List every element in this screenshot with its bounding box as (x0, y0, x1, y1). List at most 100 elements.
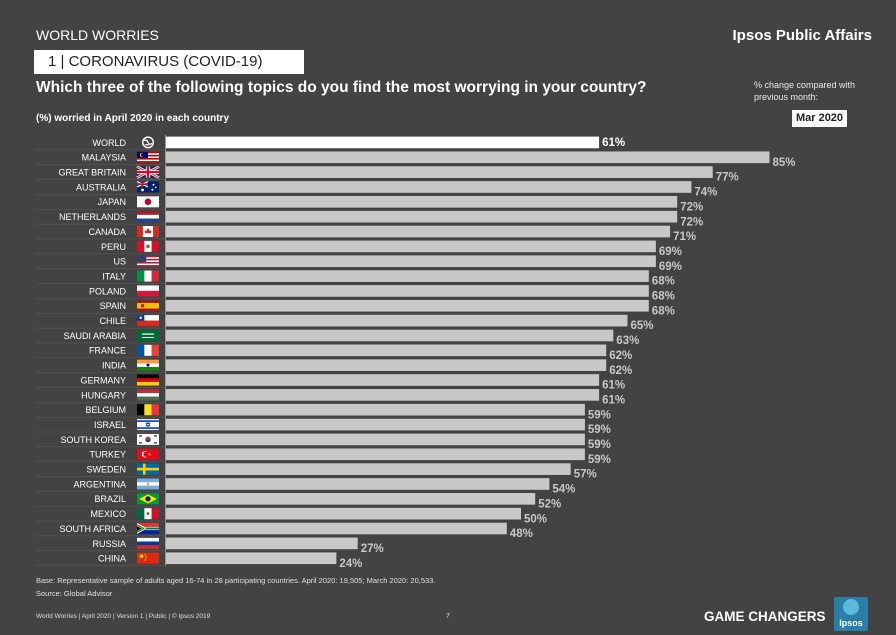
bar (166, 240, 656, 253)
data-label: 54% (552, 484, 575, 496)
bar (166, 478, 550, 490)
saudi-flag-icon (137, 329, 159, 341)
france-flag-icon (137, 344, 159, 356)
category-label: MEXICO (90, 509, 126, 519)
bar (166, 151, 770, 164)
page-number: 7 (446, 613, 450, 620)
category-label: US (113, 257, 126, 267)
australia-flag-icon (136, 180, 159, 193)
data-label: 71% (673, 231, 696, 243)
bar (166, 448, 585, 461)
bar (166, 225, 671, 238)
category-label: INDIA (102, 361, 126, 371)
sweden-flag-icon (137, 463, 159, 475)
category-label: PERU (101, 242, 126, 252)
peru-flag-icon (137, 240, 159, 252)
data-label: 68% (652, 291, 675, 303)
us-flag-icon (137, 255, 159, 267)
category-label: SWEDEN (86, 465, 126, 475)
category-label: CHILE (99, 316, 126, 326)
bar (166, 210, 678, 223)
israel-flag-icon (137, 419, 159, 431)
bar (166, 507, 521, 520)
category-label: SOUTH AFRICA (59, 524, 126, 534)
bar-row-france: FRANCE 62% (36, 344, 632, 362)
mexico-flag-icon (137, 508, 159, 520)
data-label: 68% (652, 276, 675, 288)
chart-subtitle: (%) worried in April 2020 in each countr… (36, 113, 230, 124)
bar-row-south-africa: SOUTH AFRICA 48% (36, 522, 533, 540)
bar-row-japan: JAPAN 72% (36, 196, 703, 213)
data-label: 69% (659, 261, 682, 273)
spain-flag-icon (137, 300, 159, 312)
bar (166, 359, 607, 371)
data-label: 59% (588, 409, 611, 421)
data-label: 50% (524, 513, 547, 525)
bar-row-belgium: BELGIUM 59% (36, 403, 611, 421)
data-label: 48% (510, 528, 533, 540)
category-label: POLAND (89, 286, 127, 296)
bar-row-us: US 69% (36, 255, 682, 273)
chart-title: Which three of the following topics do y… (36, 79, 647, 96)
data-label: 61% (602, 380, 625, 392)
data-label: 72% (680, 201, 703, 213)
bar (166, 285, 649, 297)
bar (166, 299, 649, 312)
bar-row-mexico: MEXICO 50% (36, 507, 547, 525)
category-label: SOUTH KOREA (60, 435, 126, 445)
bar (166, 344, 607, 357)
bar-row-malaysia: MALAYSIA 85% (36, 151, 796, 169)
canada-flag-icon (137, 226, 159, 238)
chile-flag-icon (137, 315, 159, 327)
bar-row-saudi-arabia: SAUDI ARABIA 63% (36, 329, 639, 347)
data-label: 63% (616, 335, 639, 347)
data-label: 61% (602, 394, 625, 406)
category-label: JAPAN (98, 197, 126, 207)
category-label: AUSTRALIA (76, 182, 126, 192)
bar (166, 136, 600, 149)
data-label: 69% (659, 246, 682, 258)
data-label: 62% (609, 350, 632, 362)
bar-row-argentina: ARGENTINA 54% (36, 478, 575, 496)
category-label: NETHERLANDS (59, 212, 126, 222)
bar-row-india: INDIA 62% (36, 359, 632, 377)
bar-row-hungary: HUNGARY 61% (36, 389, 625, 406)
category-label: FRANCE (89, 346, 126, 356)
russia-flag-icon (137, 537, 159, 549)
data-label: 65% (631, 320, 654, 332)
bar (166, 329, 614, 342)
category-label: ARGENTINA (73, 479, 126, 489)
belgium-flag-icon (137, 404, 159, 416)
bar (166, 418, 585, 431)
data-label: 85% (773, 157, 796, 169)
category-label: WORLD (93, 138, 127, 148)
bar-chart: WORLD 61% MALAYSIA 85% GREAT BRITAIN 77%AUSTR… (36, 135, 796, 570)
category-label: HUNGARY (81, 390, 126, 400)
bar-row-sweden: SWEDEN 57% (36, 463, 597, 481)
category-label: RUSSIA (92, 539, 126, 549)
southafrica-flag-icon (137, 523, 159, 535)
brand-title: Ipsos Public Affairs (732, 27, 872, 44)
globe-flag-icon (142, 136, 154, 149)
poland-flag-icon (137, 285, 159, 297)
category-label: TURKEY (89, 450, 126, 460)
data-label: 62% (609, 365, 632, 377)
base-note: Base: Representative sample of adults ag… (36, 576, 436, 585)
month-badge: Mar 2020 (792, 110, 847, 127)
bar-row-great-britain: GREAT BRITAIN 77% (36, 165, 739, 184)
data-label: 77% (716, 172, 739, 184)
topic-box: 1 | CORONAVIRUS (COVID-19) (34, 50, 304, 74)
category-label: ISRAEL (94, 420, 126, 430)
bar (166, 537, 358, 550)
korea-flag-icon (137, 433, 159, 445)
bar (166, 493, 536, 505)
netherlands-flag-icon (137, 211, 159, 223)
data-label: 68% (652, 305, 675, 317)
category-label: MALAYSIA (82, 153, 126, 163)
bar-row-germany: GERMANY 61% (36, 374, 625, 392)
bar-row-chile: CHILE 65% (36, 314, 654, 332)
bar (166, 255, 656, 268)
bar-row-china: CHINA 24% (36, 552, 362, 570)
bar-row-canada: CANADA 71% (36, 225, 696, 243)
bar (166, 522, 507, 535)
